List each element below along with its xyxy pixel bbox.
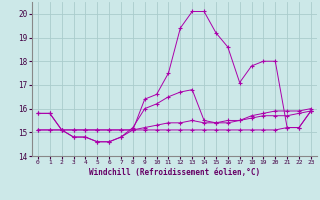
X-axis label: Windchill (Refroidissement éolien,°C): Windchill (Refroidissement éolien,°C) — [89, 168, 260, 177]
